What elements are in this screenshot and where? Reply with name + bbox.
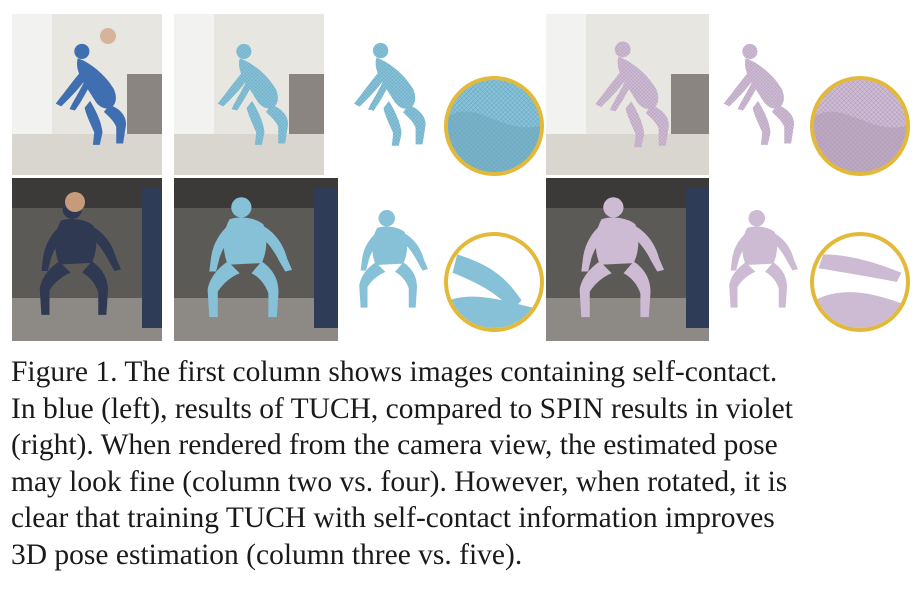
- caption-line: Figure 1. The first column shows images …: [11, 356, 778, 388]
- rotated-spin-mesh-1: [710, 14, 820, 174]
- zoom-inset-spin-2: [810, 232, 910, 332]
- caption-line: clear that training TUCH with self-conta…: [11, 502, 775, 534]
- overlay-spin-nurse: [546, 14, 709, 175]
- photo-nurse-sitting: [12, 14, 162, 175]
- zoom-inset-tuch-2: [444, 232, 544, 332]
- figure-caption: Figure 1. The first column shows images …: [11, 354, 911, 573]
- overlay-spin-man: [546, 178, 709, 341]
- caption-line: may look fine (column two vs. four). How…: [11, 465, 788, 498]
- caption-line: In blue (left), results of TUCH, compare…: [11, 392, 793, 425]
- rotated-tuch-mesh-2: [340, 178, 450, 341]
- rotated-spin-mesh-2: [710, 178, 820, 341]
- overlay-tuch-nurse: [174, 14, 324, 175]
- photo-man-sitting-steps: [12, 178, 162, 341]
- rotated-tuch-mesh-1: [340, 14, 452, 174]
- caption-line: 3D pose estimation (column three vs. fiv…: [11, 538, 523, 571]
- caption-line: (right). When rendered from the camera v…: [11, 429, 778, 461]
- zoom-inset-tuch-1: [444, 76, 544, 176]
- zoom-inset-spin-1: [810, 76, 910, 176]
- overlay-tuch-man: [174, 178, 338, 341]
